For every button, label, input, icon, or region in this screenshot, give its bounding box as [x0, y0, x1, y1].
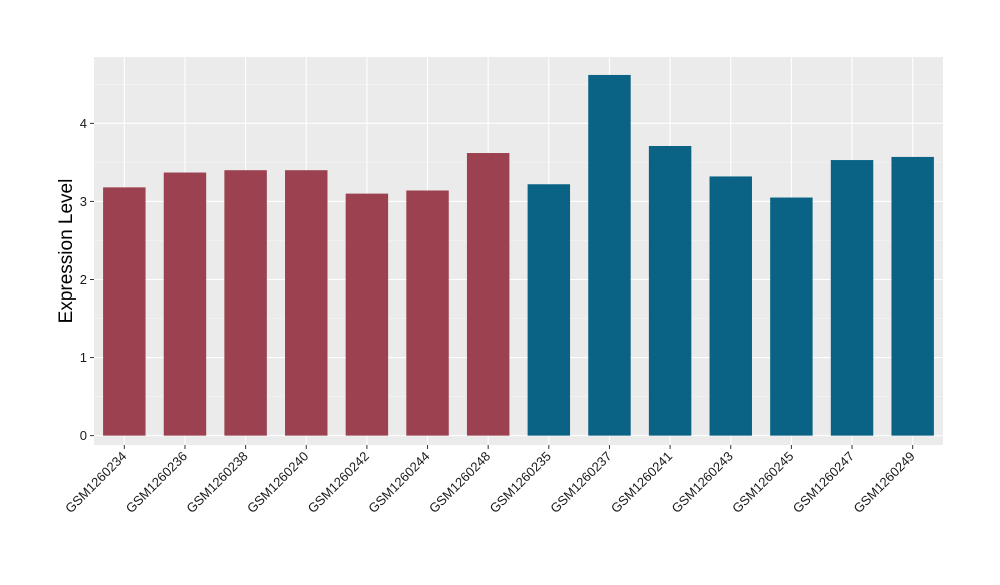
- y-axis: 0 1 2 3 4: [80, 116, 94, 443]
- y-tick-label: 4: [80, 116, 87, 131]
- x-tick-label: GSM1260244: [365, 449, 432, 516]
- y-tick-label: 3: [80, 194, 87, 209]
- bar-GSM1260241: [648, 145, 692, 436]
- bar-GSM1260237: [588, 74, 631, 436]
- y-tick-label: 2: [80, 272, 87, 287]
- x-tick-label: GSM1260245: [729, 449, 796, 516]
- bars: [103, 74, 934, 436]
- x-tick-label: GSM1260249: [850, 449, 917, 516]
- bar-GSM1260249: [891, 156, 934, 436]
- bar-GSM1260245: [770, 197, 813, 436]
- x-tick-label: GSM1260236: [123, 449, 190, 516]
- x-tick-label: GSM1260242: [305, 449, 372, 516]
- x-tick-label: GSM1260247: [790, 449, 857, 516]
- x-tick-label: GSM1260243: [669, 449, 736, 516]
- bar-GSM1260235: [527, 184, 571, 436]
- bar-GSM1260242: [345, 193, 389, 436]
- bar-GSM1260244: [406, 190, 449, 436]
- x-axis: GSM1260234GSM1260236GSM1260238GSM1260240…: [62, 445, 918, 516]
- y-axis-title: Expression Level: [56, 179, 77, 324]
- bar-GSM1260238: [224, 170, 267, 436]
- x-tick-label: GSM1260241: [608, 449, 675, 516]
- x-tick-label: GSM1260248: [426, 449, 493, 516]
- y-tick-label: 0: [80, 428, 87, 443]
- x-tick-label: GSM1260237: [547, 449, 614, 516]
- x-tick-label: GSM1260238: [183, 449, 250, 516]
- x-tick-label: GSM1260240: [244, 449, 311, 516]
- bar-GSM1260248: [466, 153, 510, 436]
- bar-GSM1260243: [709, 176, 752, 436]
- bar-GSM1260236: [163, 172, 207, 436]
- x-tick-label: GSM1260234: [62, 449, 129, 516]
- x-tick-label: GSM1260235: [487, 449, 554, 516]
- y-tick-label: 1: [80, 350, 87, 365]
- bar-GSM1260247: [830, 160, 874, 436]
- plot-panel: [94, 57, 943, 445]
- bar-GSM1260240: [285, 170, 328, 436]
- bar-GSM1260234: [103, 187, 146, 436]
